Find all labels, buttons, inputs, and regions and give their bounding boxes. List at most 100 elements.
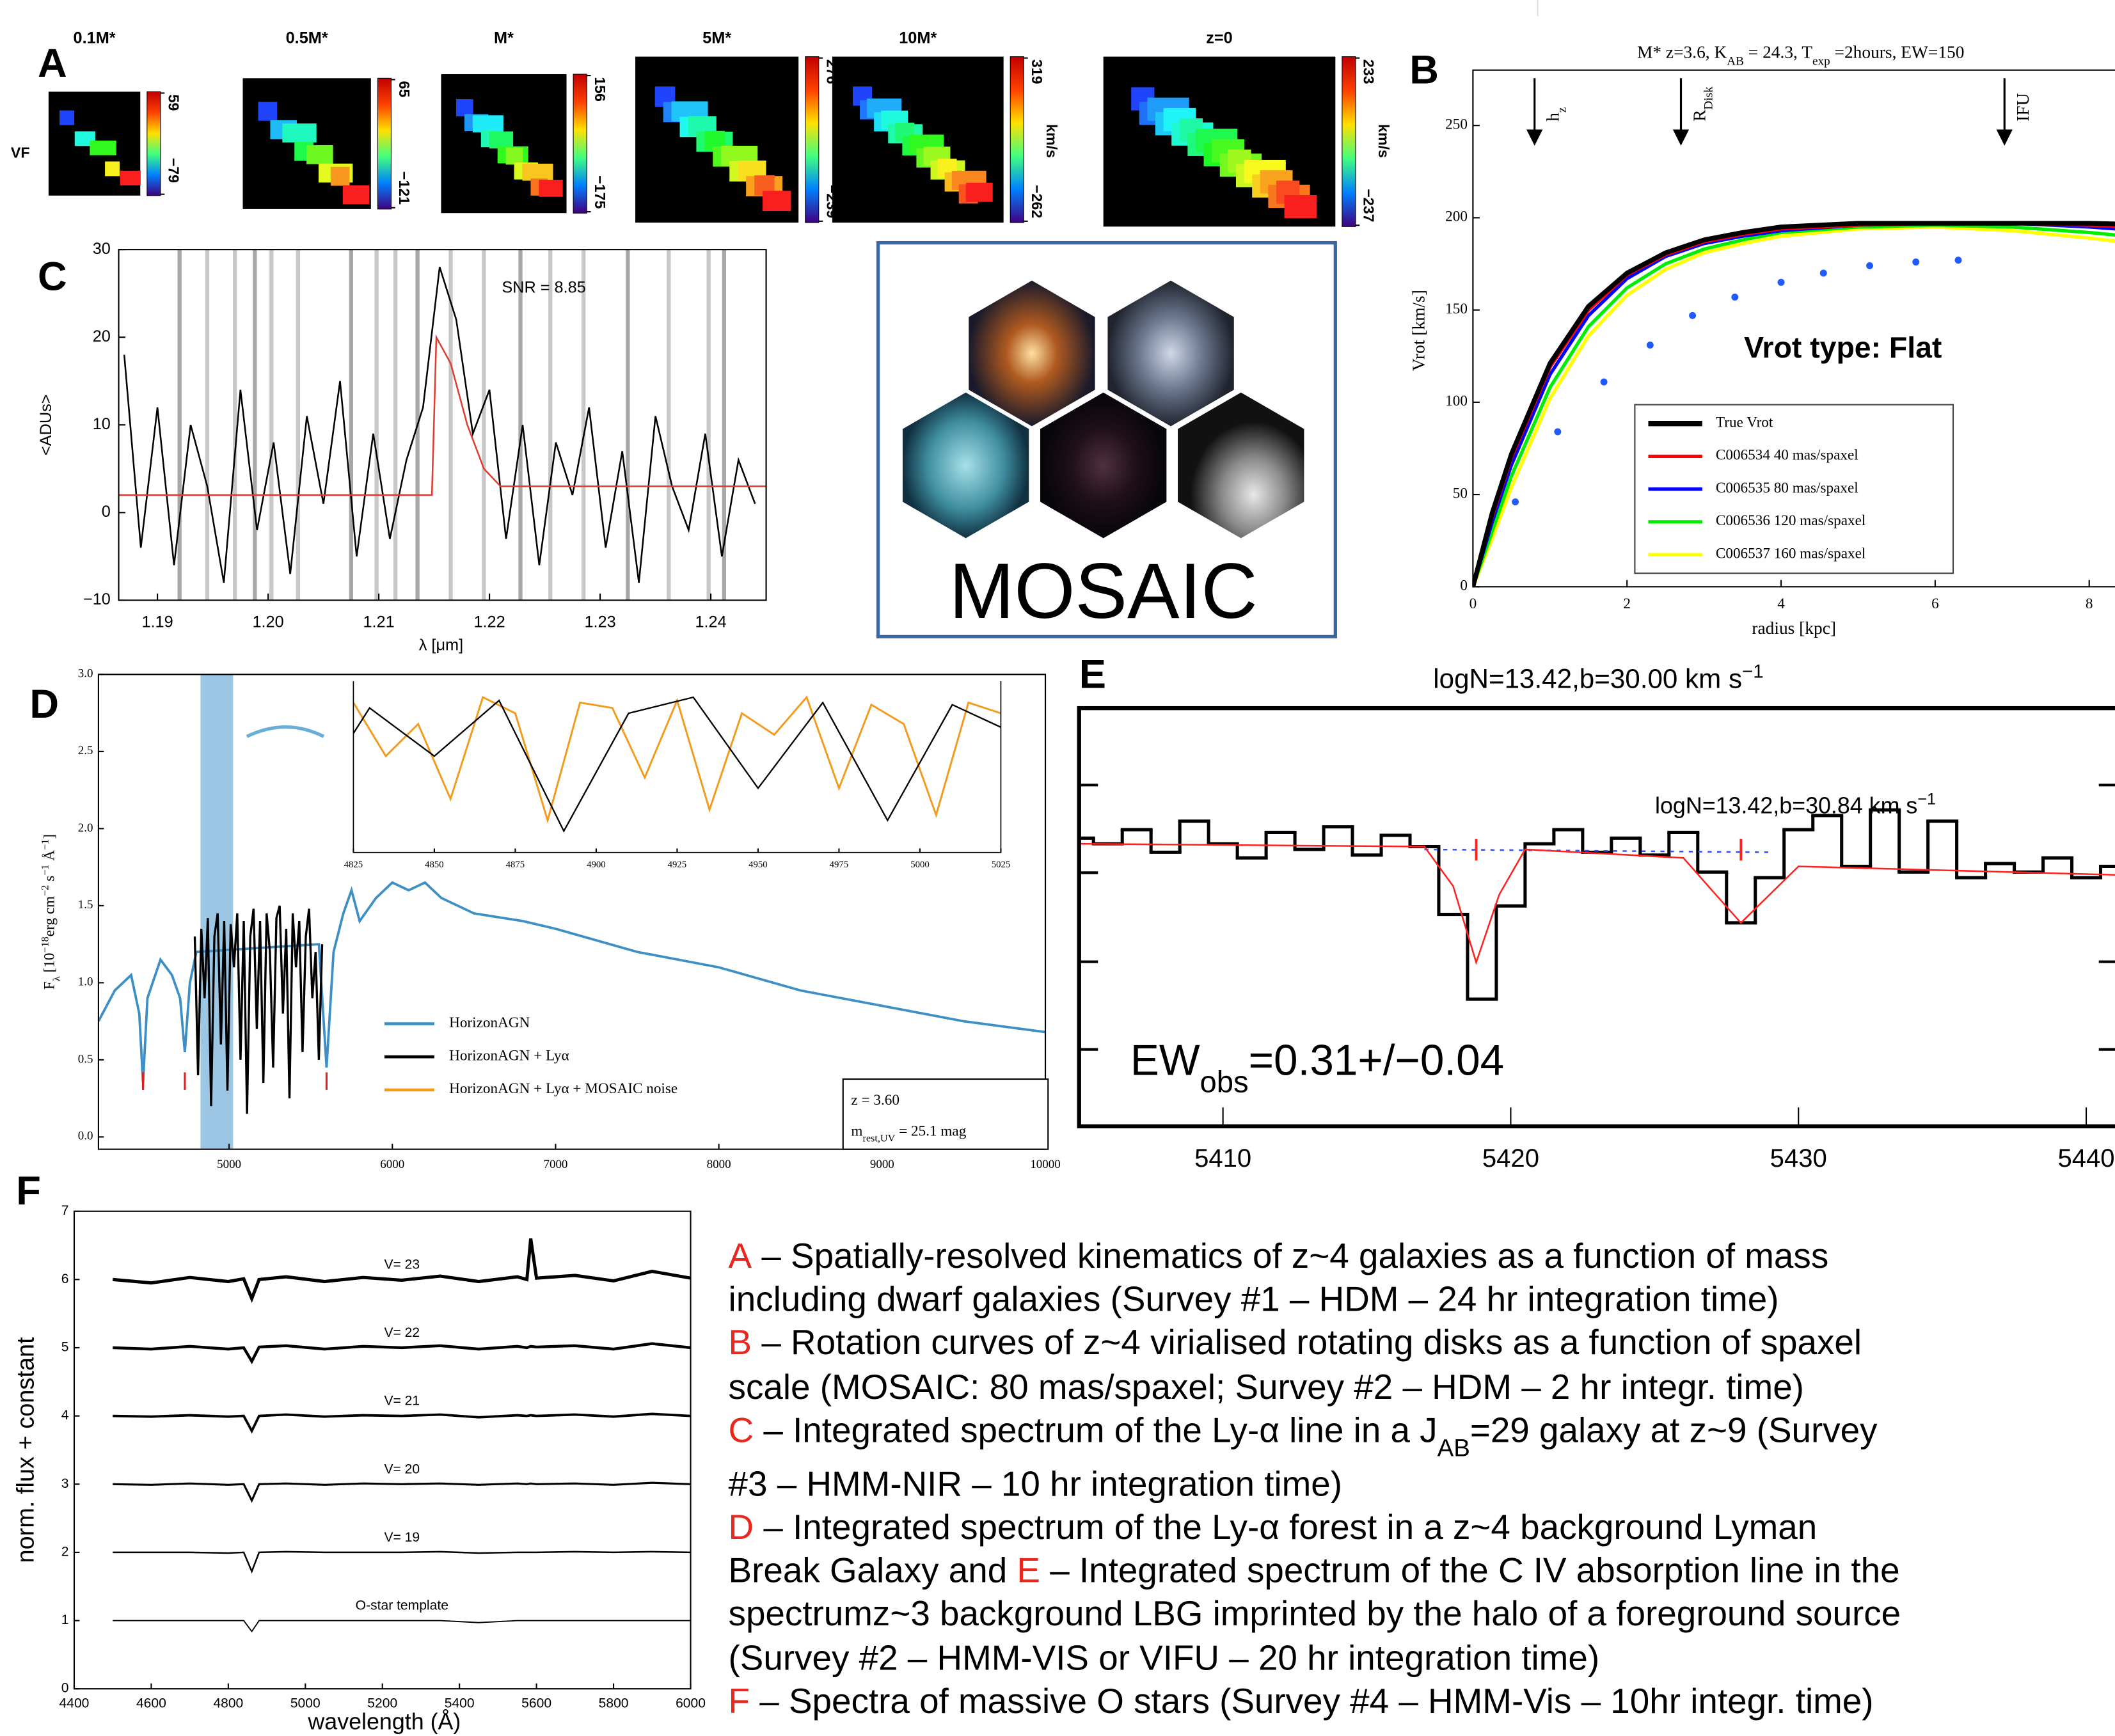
x-tick-label: 8000 xyxy=(707,1158,731,1171)
text-segment: AB xyxy=(1727,54,1744,68)
map-title: 0.1M* xyxy=(74,29,116,47)
legend-label: HorizonAGN + Lyα xyxy=(449,1048,569,1064)
x-tick-label: 0 xyxy=(1469,596,1477,612)
x-tick-label: 5430 xyxy=(1770,1144,1827,1172)
x-tick-label: 5800 xyxy=(599,1696,629,1711)
data-point xyxy=(1912,258,1919,265)
y-tick-label: 0.0 xyxy=(78,1130,93,1143)
legend-label: C006534 40 mas/spaxel xyxy=(1716,447,1858,464)
colorbar xyxy=(805,57,819,223)
text-segment: h xyxy=(1544,113,1563,122)
colorbar-label: −237 xyxy=(1361,189,1377,222)
text-segment: −1 xyxy=(39,839,51,850)
caption-line: (Survey #2 – HMM-VIS or VIFU – 20 hr int… xyxy=(729,1638,1600,1678)
unit-label: km/s xyxy=(1375,124,1392,158)
caption-line: D – Integrated spectrum of the Ly-α fore… xyxy=(729,1507,1818,1547)
text-segment: erg cm xyxy=(41,896,58,936)
map-pixel xyxy=(105,161,120,176)
x-axis-label: λ [μm] xyxy=(419,636,463,654)
colorbar-label: −121 xyxy=(396,171,413,205)
y-tick-label: 2 xyxy=(61,1544,69,1559)
colorbar-label: 319 xyxy=(1029,59,1045,84)
caption-line: Break Galaxy and E – Integrated spectrum… xyxy=(729,1551,1900,1590)
chart-title: logN=13.42,b=30.00 km s−1 xyxy=(1433,661,1763,694)
colorbar-label: 156 xyxy=(592,77,608,102)
y-tick-label: 3.0 xyxy=(78,667,93,681)
x-tick-label: 5600 xyxy=(521,1696,551,1711)
x-tick-label: 4950 xyxy=(749,860,767,870)
text-segment: Å xyxy=(41,850,58,865)
data-point xyxy=(1554,429,1561,436)
x-tick-label: 1.23 xyxy=(584,613,615,631)
unit-label: km/s xyxy=(1043,124,1060,158)
x-tick-label: 2 xyxy=(1623,596,1631,612)
data-point xyxy=(1689,312,1696,319)
x-tick-label: 10000 xyxy=(1030,1158,1060,1171)
text-segment: −18 xyxy=(39,936,51,952)
x-tick-label: 1.20 xyxy=(252,613,283,631)
map-pixel xyxy=(489,131,513,148)
map-pixel xyxy=(306,145,333,164)
y-axis-label: <ADUs> xyxy=(37,394,55,455)
x-tick-label: 6000 xyxy=(380,1158,404,1171)
figure: MOSAIC ABCDEF0.1M*59−790.5M*65−121M*156−… xyxy=(0,0,2115,1736)
x-tick-label: 4600 xyxy=(136,1696,166,1711)
text-segment: −1 xyxy=(1742,661,1764,682)
series-label: V= 20 xyxy=(384,1462,420,1476)
series-label: O-star template xyxy=(356,1598,448,1613)
colorbar-label: 59 xyxy=(166,95,182,111)
text-segment: rest,UV xyxy=(862,1133,895,1144)
legend-label: True Vrot xyxy=(1716,414,1773,430)
y-tick-label: 2.5 xyxy=(78,744,93,757)
x-tick-label: 6 xyxy=(1931,596,1939,612)
map-pixel xyxy=(282,123,316,143)
text-segment: E xyxy=(1017,1551,1040,1590)
caption-line: scale (MOSAIC: 80 mas/spaxel; Survey #2 … xyxy=(729,1367,1804,1407)
y-tick-label: 200 xyxy=(1445,209,1468,225)
text-segment: B xyxy=(729,1322,752,1362)
colorbar xyxy=(147,91,161,195)
text-segment: EW xyxy=(1130,1037,1200,1085)
text-segment: – Integrated spectrum of the C IV absorp… xyxy=(1040,1551,1900,1590)
x-tick-label: 4 xyxy=(1777,596,1785,612)
annotation: SNR = 8.85 xyxy=(502,279,585,297)
map-pixel xyxy=(331,167,350,186)
map-title: 10M* xyxy=(899,29,937,47)
text-segment: F xyxy=(729,1681,750,1721)
y-tick-label: 30 xyxy=(93,240,111,258)
x-tick-label: 4800 xyxy=(213,1696,243,1711)
text-segment: =0.31+/−0.04 xyxy=(1249,1037,1505,1085)
text-segment: including dwarf galaxies (Survey #1 – HD… xyxy=(729,1279,1779,1319)
caption-line: A – Spatially-resolved kinematics of z~4… xyxy=(729,1236,1829,1275)
map-title: 0.5M* xyxy=(286,29,328,47)
y-axis-label: norm. flux + constant xyxy=(13,1337,40,1563)
text-segment: = 25.1 mag xyxy=(895,1123,966,1140)
y-tick-label: −10 xyxy=(83,590,111,608)
text-segment: −1 xyxy=(1917,791,1936,809)
y-tick-label: 20 xyxy=(93,327,111,345)
text-segment: – Rotation curves of z~4 virialised rota… xyxy=(752,1322,1862,1362)
map-pixel xyxy=(966,183,993,202)
y-tick-label: 0.5 xyxy=(78,1052,93,1066)
x-axis-label: radius [kpc] xyxy=(1752,619,1836,638)
legend-label: C006536 120 mas/spaxel xyxy=(1716,512,1865,529)
y-tick-label: 0 xyxy=(61,1681,69,1696)
caption-line: spectrumz~3 background LBG imprinted by … xyxy=(729,1593,1901,1633)
x-tick-label: 7000 xyxy=(543,1158,567,1171)
x-tick-label: 9000 xyxy=(870,1158,894,1171)
y-tick-label: 6 xyxy=(61,1272,69,1286)
x-tick-label: 5000 xyxy=(217,1158,241,1171)
map-pixel xyxy=(763,191,791,211)
x-tick-label: 1.19 xyxy=(141,613,173,631)
text-segment: s xyxy=(41,876,58,885)
map-title: 5M* xyxy=(702,29,731,47)
map-pixel xyxy=(456,99,473,116)
text-segment: – Integrated spectrum of the Ly-α line i… xyxy=(754,1410,1438,1449)
text-segment: = 24.3, T xyxy=(1744,43,1812,62)
text-segment: R xyxy=(1690,109,1709,122)
map-title: z=0 xyxy=(1206,29,1232,47)
x-tick-label: 1.21 xyxy=(363,613,394,631)
data-point xyxy=(1731,294,1738,301)
text-segment: F xyxy=(41,981,58,990)
x-tick-label: 1.24 xyxy=(695,613,726,631)
